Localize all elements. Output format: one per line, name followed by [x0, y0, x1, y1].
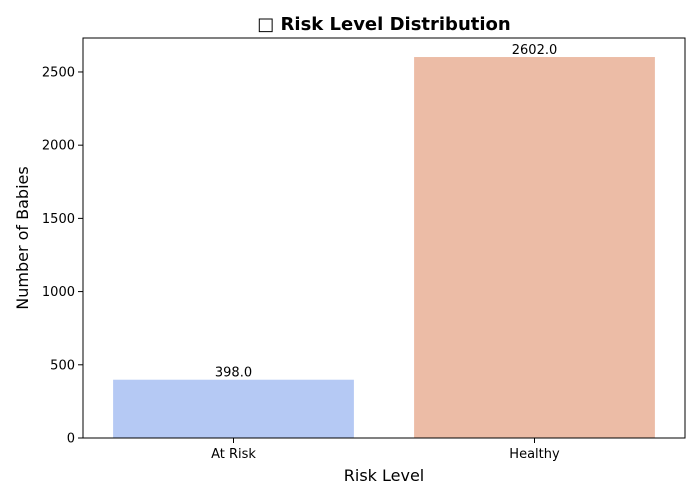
bar-healthy	[414, 57, 655, 438]
data-labels-group: 398.0 2602.0	[215, 43, 557, 381]
plot-frame	[82, 37, 686, 439]
y-tick-label: 1000	[42, 285, 75, 300]
data-label-at-risk: 398.0	[215, 366, 252, 381]
x-tick-label: At Risk	[211, 447, 256, 462]
x-tick-label: Healthy	[509, 447, 560, 462]
bar-at-risk	[113, 379, 354, 438]
y-tick-label: 500	[50, 358, 75, 373]
y-axis-label: Number of Babies	[13, 166, 32, 309]
y-tick-label: 0	[67, 432, 75, 447]
data-label-healthy: 2602.0	[512, 43, 558, 58]
y-tick-label: 2500	[42, 65, 75, 80]
y-tick-label: 1500	[42, 212, 75, 227]
x-axis: At Risk Healthy	[211, 438, 560, 462]
bars-group	[113, 57, 655, 438]
chart-title: □ Risk Level Distribution	[257, 14, 510, 35]
x-axis-label: Risk Level	[344, 466, 424, 485]
y-tick-label: 2000	[42, 139, 75, 154]
y-axis: 0 500 1000 1500 2000 2500	[42, 65, 83, 447]
